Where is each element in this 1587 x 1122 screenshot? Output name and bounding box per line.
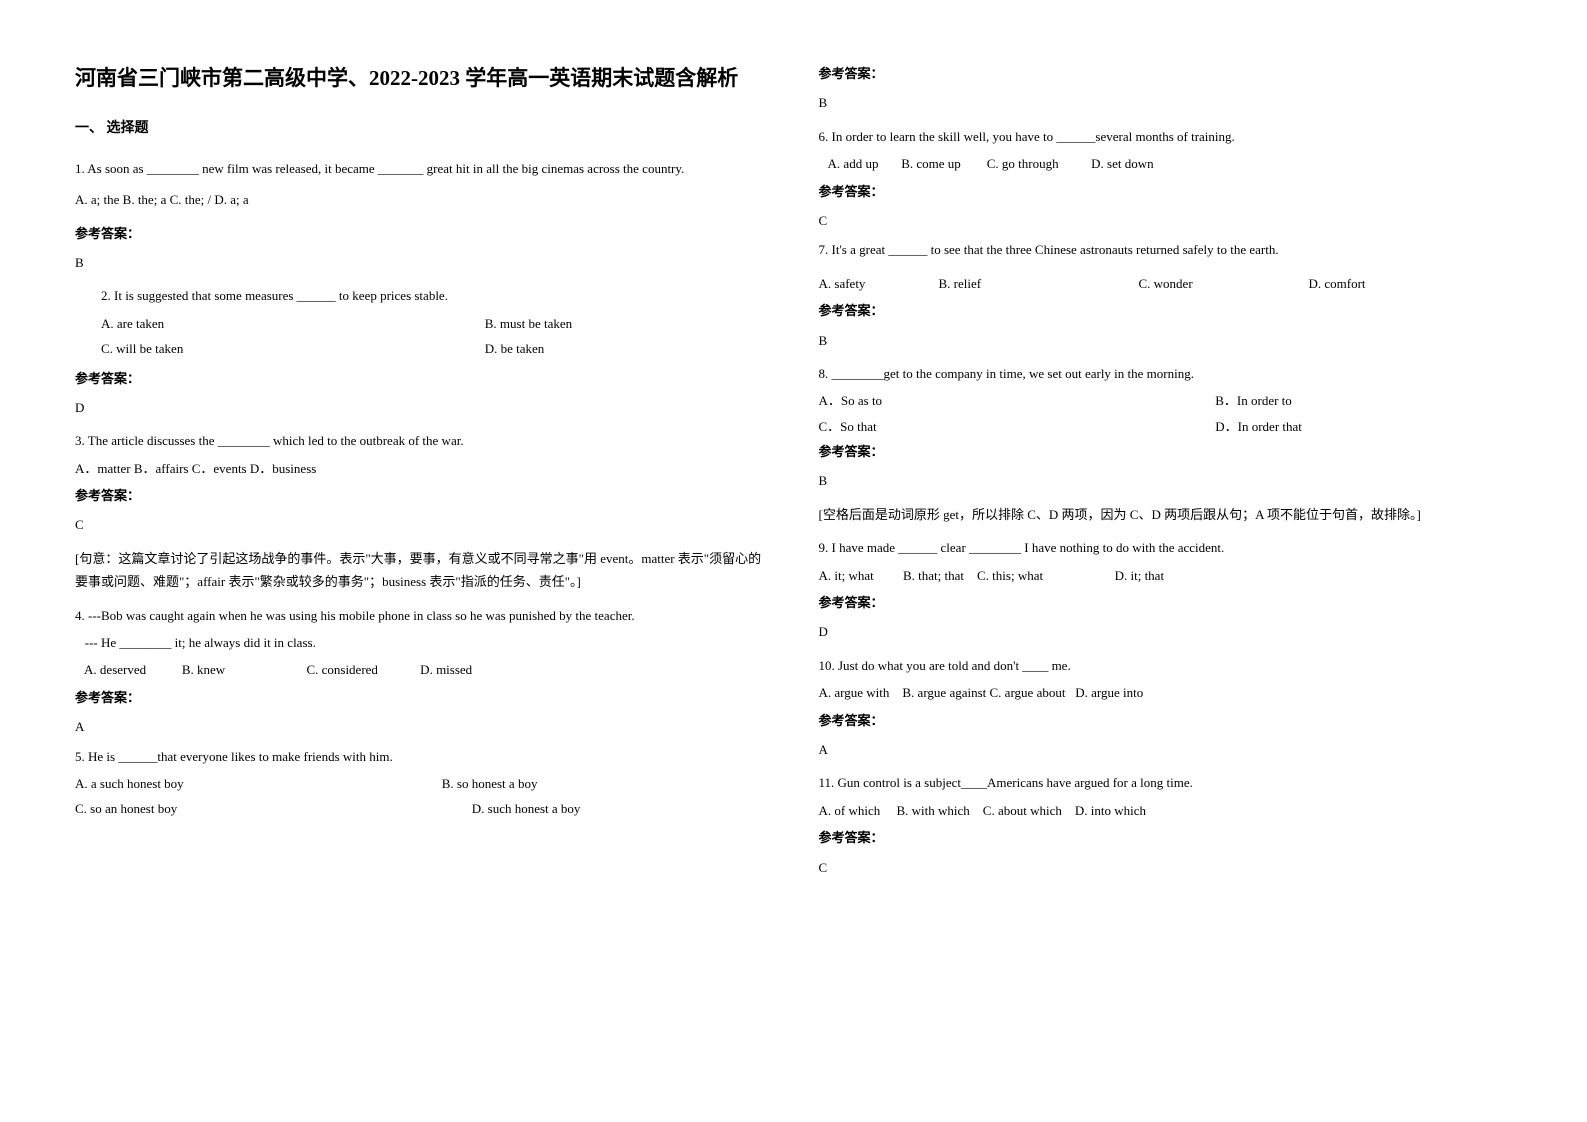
q1-answer: B bbox=[75, 251, 769, 274]
q5-opt-d: D. such honest a boy bbox=[372, 797, 769, 820]
question-10: 10. Just do what you are told and don't … bbox=[819, 654, 1513, 762]
q9-text: 9. I have made ______ clear ________ I h… bbox=[819, 536, 1513, 559]
q3-options: A．matter B．affairs C．events D．business bbox=[75, 457, 769, 480]
q8-explanation: [空格后面是动词原形 get，所以排除 C、D 两项，因为 C、D 两项后跟从句… bbox=[819, 503, 1513, 526]
answer-label: 参考答案： bbox=[75, 686, 769, 709]
q4-text2: --- He ________ it; he always did it in … bbox=[75, 631, 769, 654]
q11-answer: C bbox=[819, 856, 1513, 879]
q7-text: 7. It's a great ______ to see that the t… bbox=[819, 238, 1513, 261]
answer-label: 参考答案： bbox=[819, 299, 1513, 322]
answer-label: 参考答案： bbox=[75, 222, 769, 245]
q4-text1: 4. ---Bob was caught again when he was u… bbox=[75, 604, 769, 627]
q8-answer: B bbox=[819, 469, 1513, 492]
q2-answer: D bbox=[75, 396, 769, 419]
q8-opt-c: C．So that bbox=[819, 415, 1116, 438]
answer-label: 参考答案： bbox=[75, 484, 769, 507]
q3-answer: C bbox=[75, 513, 769, 536]
q7-opt-a: A. safety bbox=[819, 272, 939, 295]
q7-opt-b: B. relief bbox=[939, 272, 1139, 295]
q8-text: 8. ________get to the company in time, w… bbox=[819, 362, 1513, 385]
q1-text: 1. As soon as ________ new film was rele… bbox=[75, 153, 769, 184]
left-column: 河南省三门峡市第二高级中学、2022-2023 学年高一英语期末试题含解析 一、… bbox=[50, 60, 794, 1082]
question-7: 7. It's a great ______ to see that the t… bbox=[819, 238, 1513, 352]
answer-label: 参考答案： bbox=[819, 440, 1513, 463]
q6-text: 6. In order to learn the skill well, you… bbox=[819, 125, 1513, 148]
q7-opt-d: D. comfort bbox=[1309, 272, 1513, 295]
answer-label: 参考答案： bbox=[819, 62, 1513, 85]
page-title: 河南省三门峡市第二高级中学、2022-2023 学年高一英语期末试题含解析 bbox=[75, 60, 769, 98]
question-5: 5. He is ______that everyone likes to ma… bbox=[75, 745, 769, 821]
q5-answer: B bbox=[819, 91, 1513, 114]
q6-answer: C bbox=[819, 209, 1513, 232]
answer-label: 参考答案： bbox=[75, 367, 769, 390]
section-header: 一、 选择题 bbox=[75, 116, 769, 141]
q2-opt-a: A. are taken bbox=[101, 312, 385, 335]
q5-opt-c: C. so an honest boy bbox=[75, 797, 372, 820]
q11-text: 11. Gun control is a subject____American… bbox=[819, 771, 1513, 794]
q4-answer: A bbox=[75, 715, 769, 738]
question-11: 11. Gun control is a subject____American… bbox=[819, 771, 1513, 879]
q7-opt-c: C. wonder bbox=[1139, 272, 1309, 295]
answer-label: 参考答案： bbox=[819, 826, 1513, 849]
q5-text: 5. He is ______that everyone likes to ma… bbox=[75, 745, 769, 768]
q8-opt-a: A．So as to bbox=[819, 389, 1116, 412]
q3-explanation: [句意：这篇文章讨论了引起这场战争的事件。表示"大事，要事，有意义或不同寻常之事… bbox=[75, 547, 769, 594]
question-4: 4. ---Bob was caught again when he was u… bbox=[75, 604, 769, 739]
q10-answer: A bbox=[819, 738, 1513, 761]
q2-text: 2. It is suggested that some measures __… bbox=[101, 284, 769, 307]
q11-options: A. of which B. with which C. about which… bbox=[819, 799, 1513, 822]
answer-label: 参考答案： bbox=[819, 709, 1513, 732]
answer-label: 参考答案： bbox=[819, 591, 1513, 614]
question-6: 6. In order to learn the skill well, you… bbox=[819, 125, 1513, 233]
right-column: 参考答案： B 6. In order to learn the skill w… bbox=[794, 60, 1538, 1082]
q2-opt-b: B. must be taken bbox=[385, 312, 769, 335]
q8-opt-d: D．In order that bbox=[1115, 415, 1512, 438]
question-9: 9. I have made ______ clear ________ I h… bbox=[819, 536, 1513, 644]
q7-answer: B bbox=[819, 329, 1513, 352]
q10-options: A. argue with B. argue against C. argue … bbox=[819, 681, 1513, 704]
answer-label: 参考答案： bbox=[819, 180, 1513, 203]
exam-page: 河南省三门峡市第二高级中学、2022-2023 学年高一英语期末试题含解析 一、… bbox=[0, 0, 1587, 1122]
q10-text: 10. Just do what you are told and don't … bbox=[819, 654, 1513, 677]
q4-options: A. deserved B. knew C. considered D. mis… bbox=[75, 658, 769, 681]
q9-answer: D bbox=[819, 620, 1513, 643]
q2-opt-d: D. be taken bbox=[385, 337, 769, 360]
q3-text: 3. The article discusses the ________ wh… bbox=[75, 429, 769, 452]
q1-options: A. a; the B. the; a C. the; / D. a; a bbox=[75, 188, 769, 211]
q9-options: A. it; what B. that; that C. this; what … bbox=[819, 564, 1513, 587]
q8-opt-b: B．In order to bbox=[1115, 389, 1512, 412]
q2-opt-c: C. will be taken bbox=[101, 337, 385, 360]
question-2: 2. It is suggested that some measures __… bbox=[75, 284, 769, 360]
question-1: 1. As soon as ________ new film was rele… bbox=[75, 153, 769, 274]
q6-options: A. add up B. come up C. go through D. se… bbox=[819, 152, 1513, 175]
question-3: 3. The article discusses the ________ wh… bbox=[75, 429, 769, 593]
question-8: 8. ________get to the company in time, w… bbox=[819, 362, 1513, 526]
q5-opt-b: B. so honest a boy bbox=[342, 772, 769, 795]
